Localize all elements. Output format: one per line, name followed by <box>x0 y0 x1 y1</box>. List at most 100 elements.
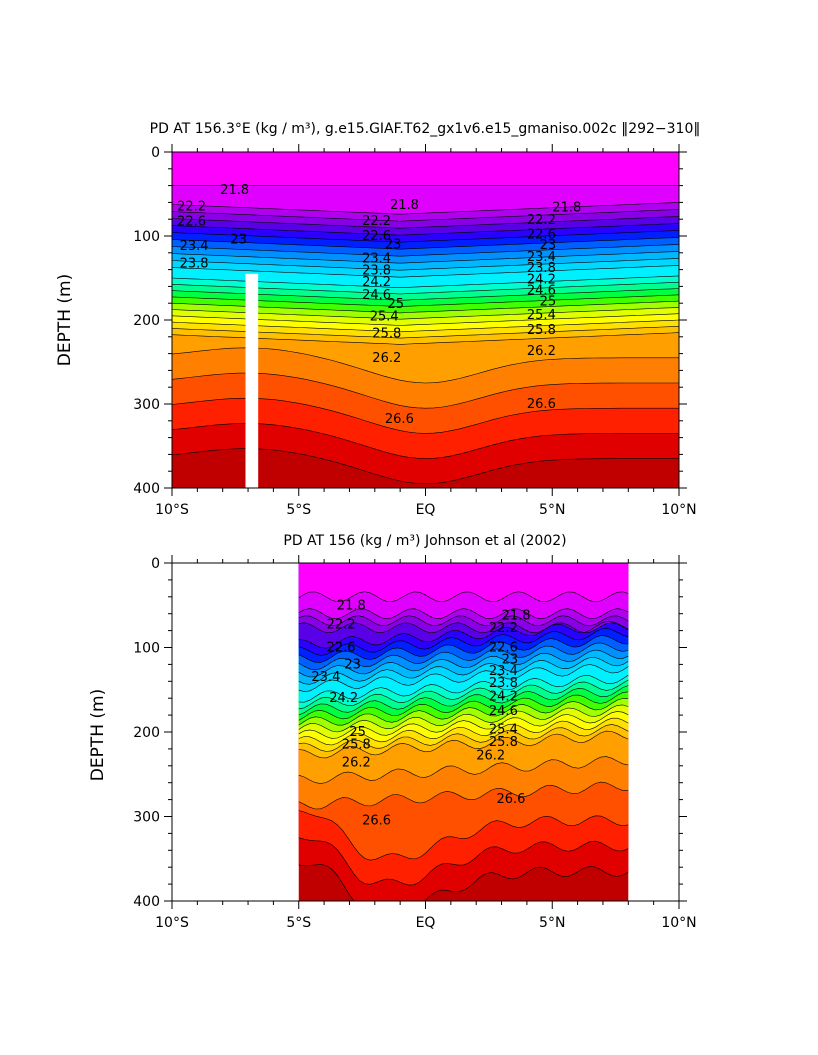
contour-line <box>298 615 629 627</box>
contour-line <box>298 664 629 692</box>
contour-label: 22.6 <box>489 641 518 656</box>
contour-label: 23.4 <box>362 252 391 267</box>
x-tick-label: EQ <box>416 502 436 518</box>
contour-label: 23.8 <box>489 676 518 691</box>
contour-label: 21.8 <box>337 598 366 613</box>
contour-label: 23 <box>385 237 402 252</box>
contour-label: 21.8 <box>502 608 531 623</box>
contour-line <box>172 265 679 278</box>
contour-line <box>172 202 679 215</box>
contour-line <box>172 209 679 222</box>
missing-data-gap <box>245 273 259 488</box>
contour-label: 26.2 <box>342 755 371 770</box>
contour-label: 22.2 <box>327 618 356 633</box>
contour-band <box>298 563 629 602</box>
contour-line <box>298 685 629 716</box>
bottom-y-axis: 0 100 200 300 400 <box>133 556 687 910</box>
contour-label: 23.8 <box>527 261 556 276</box>
contour-label: 26.2 <box>527 344 556 359</box>
contour-label: 23 <box>230 232 247 247</box>
contour-line <box>298 591 629 603</box>
contour-label: 25.8 <box>372 326 401 341</box>
y-tick-label: 0 <box>151 556 160 572</box>
bottom-contour-panel: PD AT 156 (kg / m³) Johnson et al (2002)… <box>88 533 697 931</box>
x-tick-label: EQ <box>416 915 436 931</box>
bottom-contour-labels: 21.822.222.62323.424.22525.826.226.621.8… <box>311 598 530 828</box>
contour-line <box>172 244 679 257</box>
contour-label: 23.4 <box>180 239 209 254</box>
contour-label: 26.2 <box>476 749 505 764</box>
contour-label: 21.8 <box>390 198 419 213</box>
contour-label: 24.2 <box>489 690 518 705</box>
contour-line <box>298 730 629 759</box>
x-tick-label: 10°S <box>155 502 189 518</box>
contour-line <box>172 258 679 271</box>
top-contour-labels: 21.822.222.62323.423.821.822.222.62323.4… <box>177 183 581 488</box>
contour-line <box>298 698 629 726</box>
contour-label: 24.6 <box>489 704 518 719</box>
contour-label: 26.6 <box>497 792 526 807</box>
top-contour-lines <box>172 185 679 485</box>
top-y-axis-label: DEPTH (m) <box>55 274 75 366</box>
contour-label: 25.4 <box>370 310 399 325</box>
bottom-plot-title: PD AT 156 (kg / m³) Johnson et al (2002) <box>283 533 566 549</box>
y-tick-label: 0 <box>151 145 160 161</box>
contour-line <box>298 649 629 678</box>
y-tick-label: 100 <box>133 229 160 245</box>
top-contour-panel: PD AT 156.3°E (kg / m³), g.e15.GIAF.T62_… <box>55 121 700 518</box>
contour-line <box>298 620 629 649</box>
contour-label: 23.8 <box>362 263 391 278</box>
contour-line <box>298 691 629 721</box>
contour-label: 23.4 <box>527 250 556 265</box>
contour-label: 25.8 <box>342 738 371 753</box>
contour-line <box>298 704 629 733</box>
contour-line <box>298 756 629 784</box>
contour-line <box>298 674 629 703</box>
contour-line <box>298 717 629 746</box>
contour-line <box>172 230 679 243</box>
contour-line <box>172 251 679 264</box>
contour-label: 23.4 <box>489 664 518 679</box>
contour-line <box>298 724 629 752</box>
top-x-axis: 10°S 5°S EQ 5°N 10°N <box>155 144 697 518</box>
contour-label: 22.2 <box>527 213 556 228</box>
contour-line <box>298 622 629 634</box>
contour-line <box>298 608 629 620</box>
contour-label: 22.6 <box>362 229 391 244</box>
contour-label: 24.2 <box>527 273 556 288</box>
contour-label: 22.2 <box>177 200 206 215</box>
contour-label: 23.4 <box>311 670 340 685</box>
contour-label: 23 <box>344 657 361 672</box>
contour-line <box>298 627 629 656</box>
contour-label: 24.6 <box>527 284 556 299</box>
contour-label: 22.6 <box>527 227 556 242</box>
contour-label: 22.6 <box>327 641 356 656</box>
contour-label: 21.8 <box>552 200 581 215</box>
x-tick-label: 5°N <box>539 502 565 518</box>
top-plot-title: PD AT 156.3°E (kg / m³), g.e15.GIAF.T62_… <box>150 121 701 137</box>
contour-label: 22.2 <box>489 621 518 636</box>
y-tick-label: 200 <box>133 313 160 329</box>
contour-label: 24.2 <box>362 275 391 290</box>
x-tick-label: 10°N <box>661 502 696 518</box>
contour-line <box>298 810 629 861</box>
contour-label: 24.6 <box>362 288 391 303</box>
contour-label: 24.2 <box>329 691 358 706</box>
x-tick-label: 10°S <box>155 915 189 931</box>
y-tick-label: 300 <box>133 810 160 826</box>
contour-label: 25 <box>540 295 557 310</box>
x-tick-label: 5°S <box>286 502 311 518</box>
contour-label: 25.4 <box>489 723 518 738</box>
contour-label: 23 <box>502 652 519 667</box>
contour-label: 22.2 <box>362 214 391 229</box>
contour-label: 25 <box>388 297 405 312</box>
contour-label: 21.8 <box>220 183 249 198</box>
contour-label: 25.8 <box>527 323 556 338</box>
y-tick-label: 100 <box>133 641 160 657</box>
contour-line <box>298 657 629 685</box>
contour-line <box>172 223 679 236</box>
contour-label: 26.6 <box>527 397 556 412</box>
contour-label: 25.8 <box>489 735 518 750</box>
x-tick-label: 5°N <box>539 915 565 931</box>
